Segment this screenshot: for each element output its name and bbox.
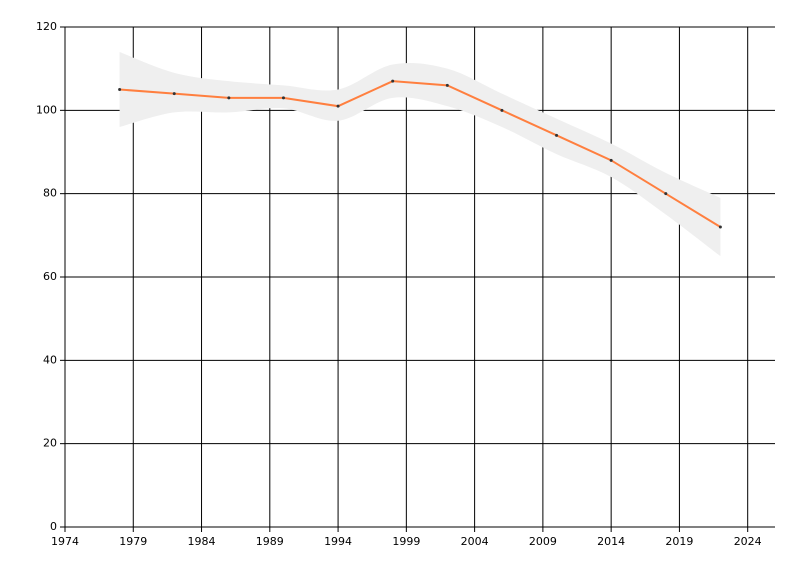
y-tick-label: 60 — [43, 270, 57, 283]
point — [445, 83, 449, 87]
y-tick-label: 120 — [36, 20, 57, 33]
point — [555, 133, 559, 137]
y-tick-label: 20 — [43, 437, 57, 450]
x-tick-label: 1999 — [392, 535, 420, 548]
point — [609, 158, 613, 162]
point — [281, 96, 285, 100]
x-tick-label: 1989 — [256, 535, 284, 548]
point — [227, 96, 231, 100]
y-tick-label: 80 — [43, 187, 57, 200]
y-tick-label: 40 — [43, 353, 57, 366]
x-tick-label: 1979 — [119, 535, 147, 548]
x-tick-label: 1974 — [51, 535, 79, 548]
x-tick-label: 2009 — [529, 535, 557, 548]
x-tick-label: 2024 — [734, 535, 762, 548]
y-tick-label: 0 — [50, 520, 57, 533]
point — [118, 88, 122, 91]
point — [172, 92, 176, 96]
x-tick-label: 2004 — [461, 535, 489, 548]
x-tick-label: 2019 — [665, 535, 693, 548]
y-tick-label: 100 — [36, 103, 57, 116]
point — [500, 108, 504, 112]
line — [119, 80, 721, 228]
confidence-band — [119, 52, 721, 257]
x-tick-label: 1984 — [188, 535, 216, 548]
point — [336, 104, 340, 108]
point — [391, 79, 395, 83]
point — [664, 192, 668, 196]
x-tick-label: 2014 — [597, 535, 625, 548]
point — [718, 225, 722, 229]
x-tick-label: 1994 — [324, 535, 352, 548]
